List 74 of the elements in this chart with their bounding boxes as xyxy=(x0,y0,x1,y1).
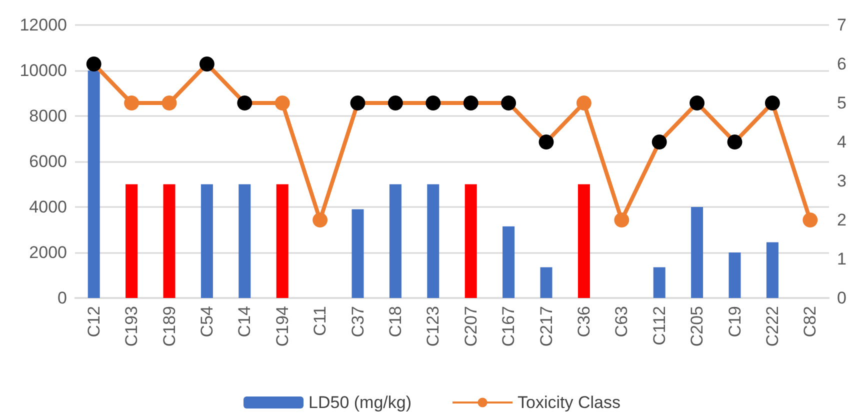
y2-tick-label: 6 xyxy=(837,54,846,74)
bar xyxy=(728,252,741,298)
point xyxy=(124,96,140,110)
legend-label: Toxicity Class xyxy=(518,393,620,412)
y-tick-label: 12000 xyxy=(20,16,67,34)
point xyxy=(576,96,592,110)
y2-tick-label: 3 xyxy=(837,172,846,190)
y-tick-label: 8000 xyxy=(29,106,67,126)
x-tick-label: C14 xyxy=(235,306,254,338)
x-tick-label: C167 xyxy=(499,306,518,347)
legend-label: LD50 (mg/kg) xyxy=(308,393,412,412)
y2-tick-label: 1 xyxy=(837,250,846,268)
point xyxy=(350,96,366,110)
x-tick-label: C189 xyxy=(160,306,179,347)
bar xyxy=(502,226,515,298)
x-tick-label: C82 xyxy=(800,306,820,338)
x-tick-label: C54 xyxy=(197,306,216,338)
y-tick-label: 0 xyxy=(58,288,67,308)
point xyxy=(388,96,403,110)
point xyxy=(162,96,177,110)
point xyxy=(501,96,516,110)
point xyxy=(463,96,478,110)
bar xyxy=(691,207,704,298)
x-tick-label: C11 xyxy=(310,306,330,336)
point xyxy=(727,134,742,150)
bar xyxy=(766,242,778,298)
y2-tick-label: 5 xyxy=(837,94,846,112)
point xyxy=(764,96,780,110)
bar xyxy=(389,184,402,298)
bar xyxy=(540,267,552,298)
x-tick-label: C18 xyxy=(386,306,405,338)
y-tick-label: 4000 xyxy=(29,198,67,216)
x-tick-label: C217 xyxy=(536,306,556,347)
x-tick-label: C63 xyxy=(612,306,632,338)
y-tick-label: 6000 xyxy=(29,152,67,171)
point xyxy=(86,56,102,72)
x-tick-label: C37 xyxy=(348,306,368,338)
x-tick-label: C222 xyxy=(762,306,782,347)
x-tick-label: C19 xyxy=(725,306,744,338)
point xyxy=(312,212,328,228)
point xyxy=(614,212,630,228)
bar xyxy=(126,184,138,298)
x-tick-label: C207 xyxy=(461,306,480,347)
bar xyxy=(88,70,100,298)
x-tick-label: C12 xyxy=(84,306,104,338)
bar xyxy=(200,184,213,298)
point xyxy=(199,56,214,72)
bar xyxy=(427,184,440,298)
x-tick-label: C123 xyxy=(424,306,443,347)
bar xyxy=(276,184,288,298)
point xyxy=(802,212,818,228)
y2-tick-label: 7 xyxy=(837,16,846,34)
bar xyxy=(578,184,590,298)
y2-tick-label: 4 xyxy=(837,132,846,152)
y2-tick-label: 0 xyxy=(837,288,846,308)
x-tick-label: C194 xyxy=(272,306,292,347)
point xyxy=(538,134,554,150)
y-tick-label: 10000 xyxy=(20,61,67,80)
point xyxy=(274,96,290,110)
x-tick-label: C205 xyxy=(688,306,707,347)
x-tick-label: C36 xyxy=(574,306,594,338)
x-tick-label: C193 xyxy=(122,306,142,347)
bar xyxy=(464,184,477,298)
bar xyxy=(163,184,176,298)
point xyxy=(690,96,705,110)
y2-tick-label: 2 xyxy=(837,210,846,230)
y-tick-label: 2000 xyxy=(29,243,67,262)
point xyxy=(237,96,252,110)
bar xyxy=(238,184,251,298)
bar xyxy=(352,209,364,298)
x-tick-label: C112 xyxy=(650,306,669,346)
bar xyxy=(653,267,666,298)
point xyxy=(652,134,667,150)
point xyxy=(426,96,441,110)
